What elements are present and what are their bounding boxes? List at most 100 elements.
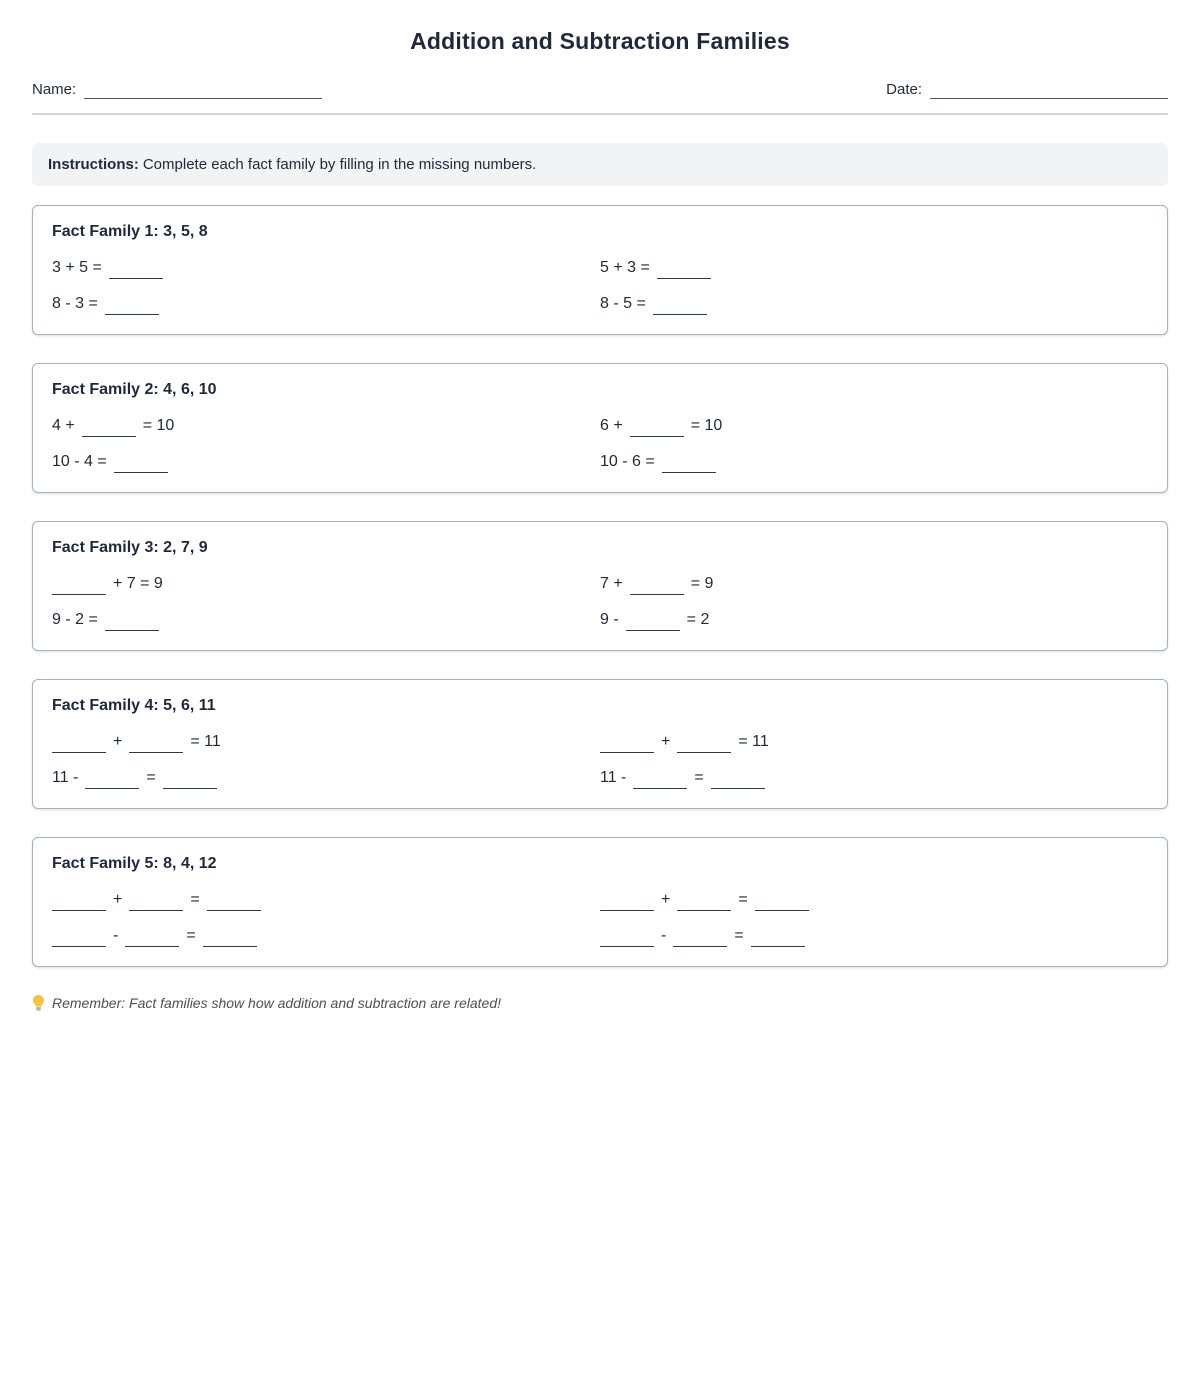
instructions-text: Complete each fact family by filling in … xyxy=(142,156,537,173)
date-blank-line xyxy=(930,83,1168,99)
answer-blank xyxy=(600,928,654,947)
answer-blank xyxy=(104,296,159,315)
equation-text: 5 + 3 = xyxy=(600,259,650,276)
fact-family-title: Fact Family 4: 5, 6, 11 xyxy=(52,697,216,714)
answer-blank xyxy=(81,418,136,437)
equation-text: - xyxy=(113,927,119,944)
equation-text: - xyxy=(661,927,667,944)
fact-family-box: Fact Family 4: 5, 6, 11 + = 11 + = 11 11 - = 11… xyxy=(32,679,1168,809)
date-label: Date: xyxy=(886,81,922,98)
equation: 6 + = 10 xyxy=(600,414,1148,437)
equation: - = xyxy=(52,924,600,947)
equation-text: + xyxy=(661,891,671,908)
equation-text: 3 + 5 = xyxy=(52,259,102,276)
answer-blank xyxy=(206,892,261,911)
answer-blank xyxy=(625,612,680,631)
answer-blank xyxy=(52,576,106,595)
answer-blank xyxy=(600,892,654,911)
page-title: Addition and Subtraction Families xyxy=(410,28,790,54)
equation: 4 + = 10 xyxy=(52,414,600,437)
footer-note: Remember: Fact families show how additio… xyxy=(32,995,1168,1011)
answer-blank xyxy=(162,770,217,789)
answer-blank xyxy=(85,770,140,789)
equation-text: 8 - 5 = xyxy=(600,295,646,312)
worksheet-page: Addition and Subtraction Families Name: … xyxy=(32,28,1168,1011)
answer-blank xyxy=(633,770,688,789)
equation-grid: + = 11 + = 11 11 - = 11 - = xyxy=(52,730,1148,789)
answer-blank xyxy=(104,612,159,631)
name-label: Name: xyxy=(32,81,77,98)
equation: + = 11 xyxy=(52,730,600,753)
answer-blank xyxy=(202,928,257,947)
name-field: Name: xyxy=(32,81,323,99)
answer-blank xyxy=(129,734,184,753)
answer-blank xyxy=(673,928,728,947)
lightbulb-icon xyxy=(32,995,45,1011)
answer-blank xyxy=(652,296,707,315)
equation-text: + xyxy=(113,733,123,750)
answer-blank xyxy=(677,734,732,753)
fact-families-list: Fact Family 1: 3, 5, 8 3 + 5 = 5 + 3 = 8 - … xyxy=(32,205,1168,967)
fact-family-title: Fact Family 1: 3, 5, 8 xyxy=(52,223,208,240)
footer-note-text: Remember: Fact families show how additio… xyxy=(52,995,501,1011)
answer-blank xyxy=(754,892,809,911)
equation-text: = xyxy=(738,891,748,908)
equation-text: = 11 xyxy=(738,733,769,750)
answer-blank xyxy=(661,454,716,473)
header-divider xyxy=(32,113,1168,115)
equation-text: 9 - xyxy=(600,611,619,628)
equation-text: 7 + xyxy=(600,575,623,592)
equation-text: = 11 xyxy=(190,733,221,750)
equation: 9 - 2 = xyxy=(52,608,600,631)
equation-text: 8 - 3 = xyxy=(52,295,98,312)
answer-blank xyxy=(600,734,654,753)
fact-family-title: Fact Family 5: 8, 4, 12 xyxy=(52,855,217,872)
equation-text: = 9 xyxy=(690,575,714,592)
answer-blank xyxy=(629,576,684,595)
equation-grid: 3 + 5 = 5 + 3 = 8 - 3 = 8 - 5 = xyxy=(52,256,1148,315)
answer-blank xyxy=(52,928,106,947)
equation-grid: + = + = - = - = xyxy=(52,888,1148,947)
equation: + = xyxy=(52,888,600,911)
fact-family-box: Fact Family 3: 2, 7, 9 + 7 = 9 7 + = 9 9 - 2… xyxy=(32,521,1168,651)
answer-blank xyxy=(629,418,684,437)
date-field: Date: xyxy=(886,81,1168,99)
answer-blank xyxy=(125,928,180,947)
equation-text: = xyxy=(734,927,744,944)
instructions-label: Instructions: xyxy=(48,156,139,173)
equation: + 7 = 9 xyxy=(52,572,600,595)
equation-text: = 10 xyxy=(690,417,723,434)
equation: 8 - 5 = xyxy=(600,292,1148,315)
fact-family-box: Fact Family 2: 4, 6, 10 4 + = 10 6 + = 10 10 … xyxy=(32,363,1168,493)
fact-family-box: Fact Family 5: 8, 4, 12 + = + = - = - = xyxy=(32,837,1168,967)
equation: + = xyxy=(600,888,1148,911)
fact-family-box: Fact Family 1: 3, 5, 8 3 + 5 = 5 + 3 = 8 - … xyxy=(32,205,1168,335)
equation: 11 - = xyxy=(600,766,1148,789)
equation-text: 9 - 2 = xyxy=(52,611,98,628)
answer-blank xyxy=(52,892,106,911)
equation-text: = xyxy=(694,769,704,786)
answer-blank xyxy=(52,734,106,753)
equation-text: 4 + xyxy=(52,417,75,434)
equation: 10 - 4 = xyxy=(52,450,600,473)
equation: 3 + 5 = xyxy=(52,256,600,279)
equation-text: + xyxy=(113,891,123,908)
equation-text: 10 - 6 = xyxy=(600,453,655,470)
equation-text: 6 + xyxy=(600,417,623,434)
equation-text: = 10 xyxy=(142,417,175,434)
answer-blank xyxy=(129,892,184,911)
equation: 9 - = 2 xyxy=(600,608,1148,631)
fact-family-title: Fact Family 2: 4, 6, 10 xyxy=(52,381,217,398)
answer-blank xyxy=(710,770,765,789)
answer-blank xyxy=(656,260,711,279)
name-blank-line xyxy=(84,83,323,99)
equation: + = 11 xyxy=(600,730,1148,753)
equation: 7 + = 9 xyxy=(600,572,1148,595)
equation-text: = xyxy=(186,927,196,944)
equation-text: 10 - 4 = xyxy=(52,453,107,470)
answer-blank xyxy=(108,260,163,279)
equation-grid: 4 + = 10 6 + = 10 10 - 4 = 10 - 6 = xyxy=(52,414,1148,473)
equation-text: 11 - xyxy=(600,769,627,786)
equation: 10 - 6 = xyxy=(600,450,1148,473)
equation: 11 - = xyxy=(52,766,600,789)
